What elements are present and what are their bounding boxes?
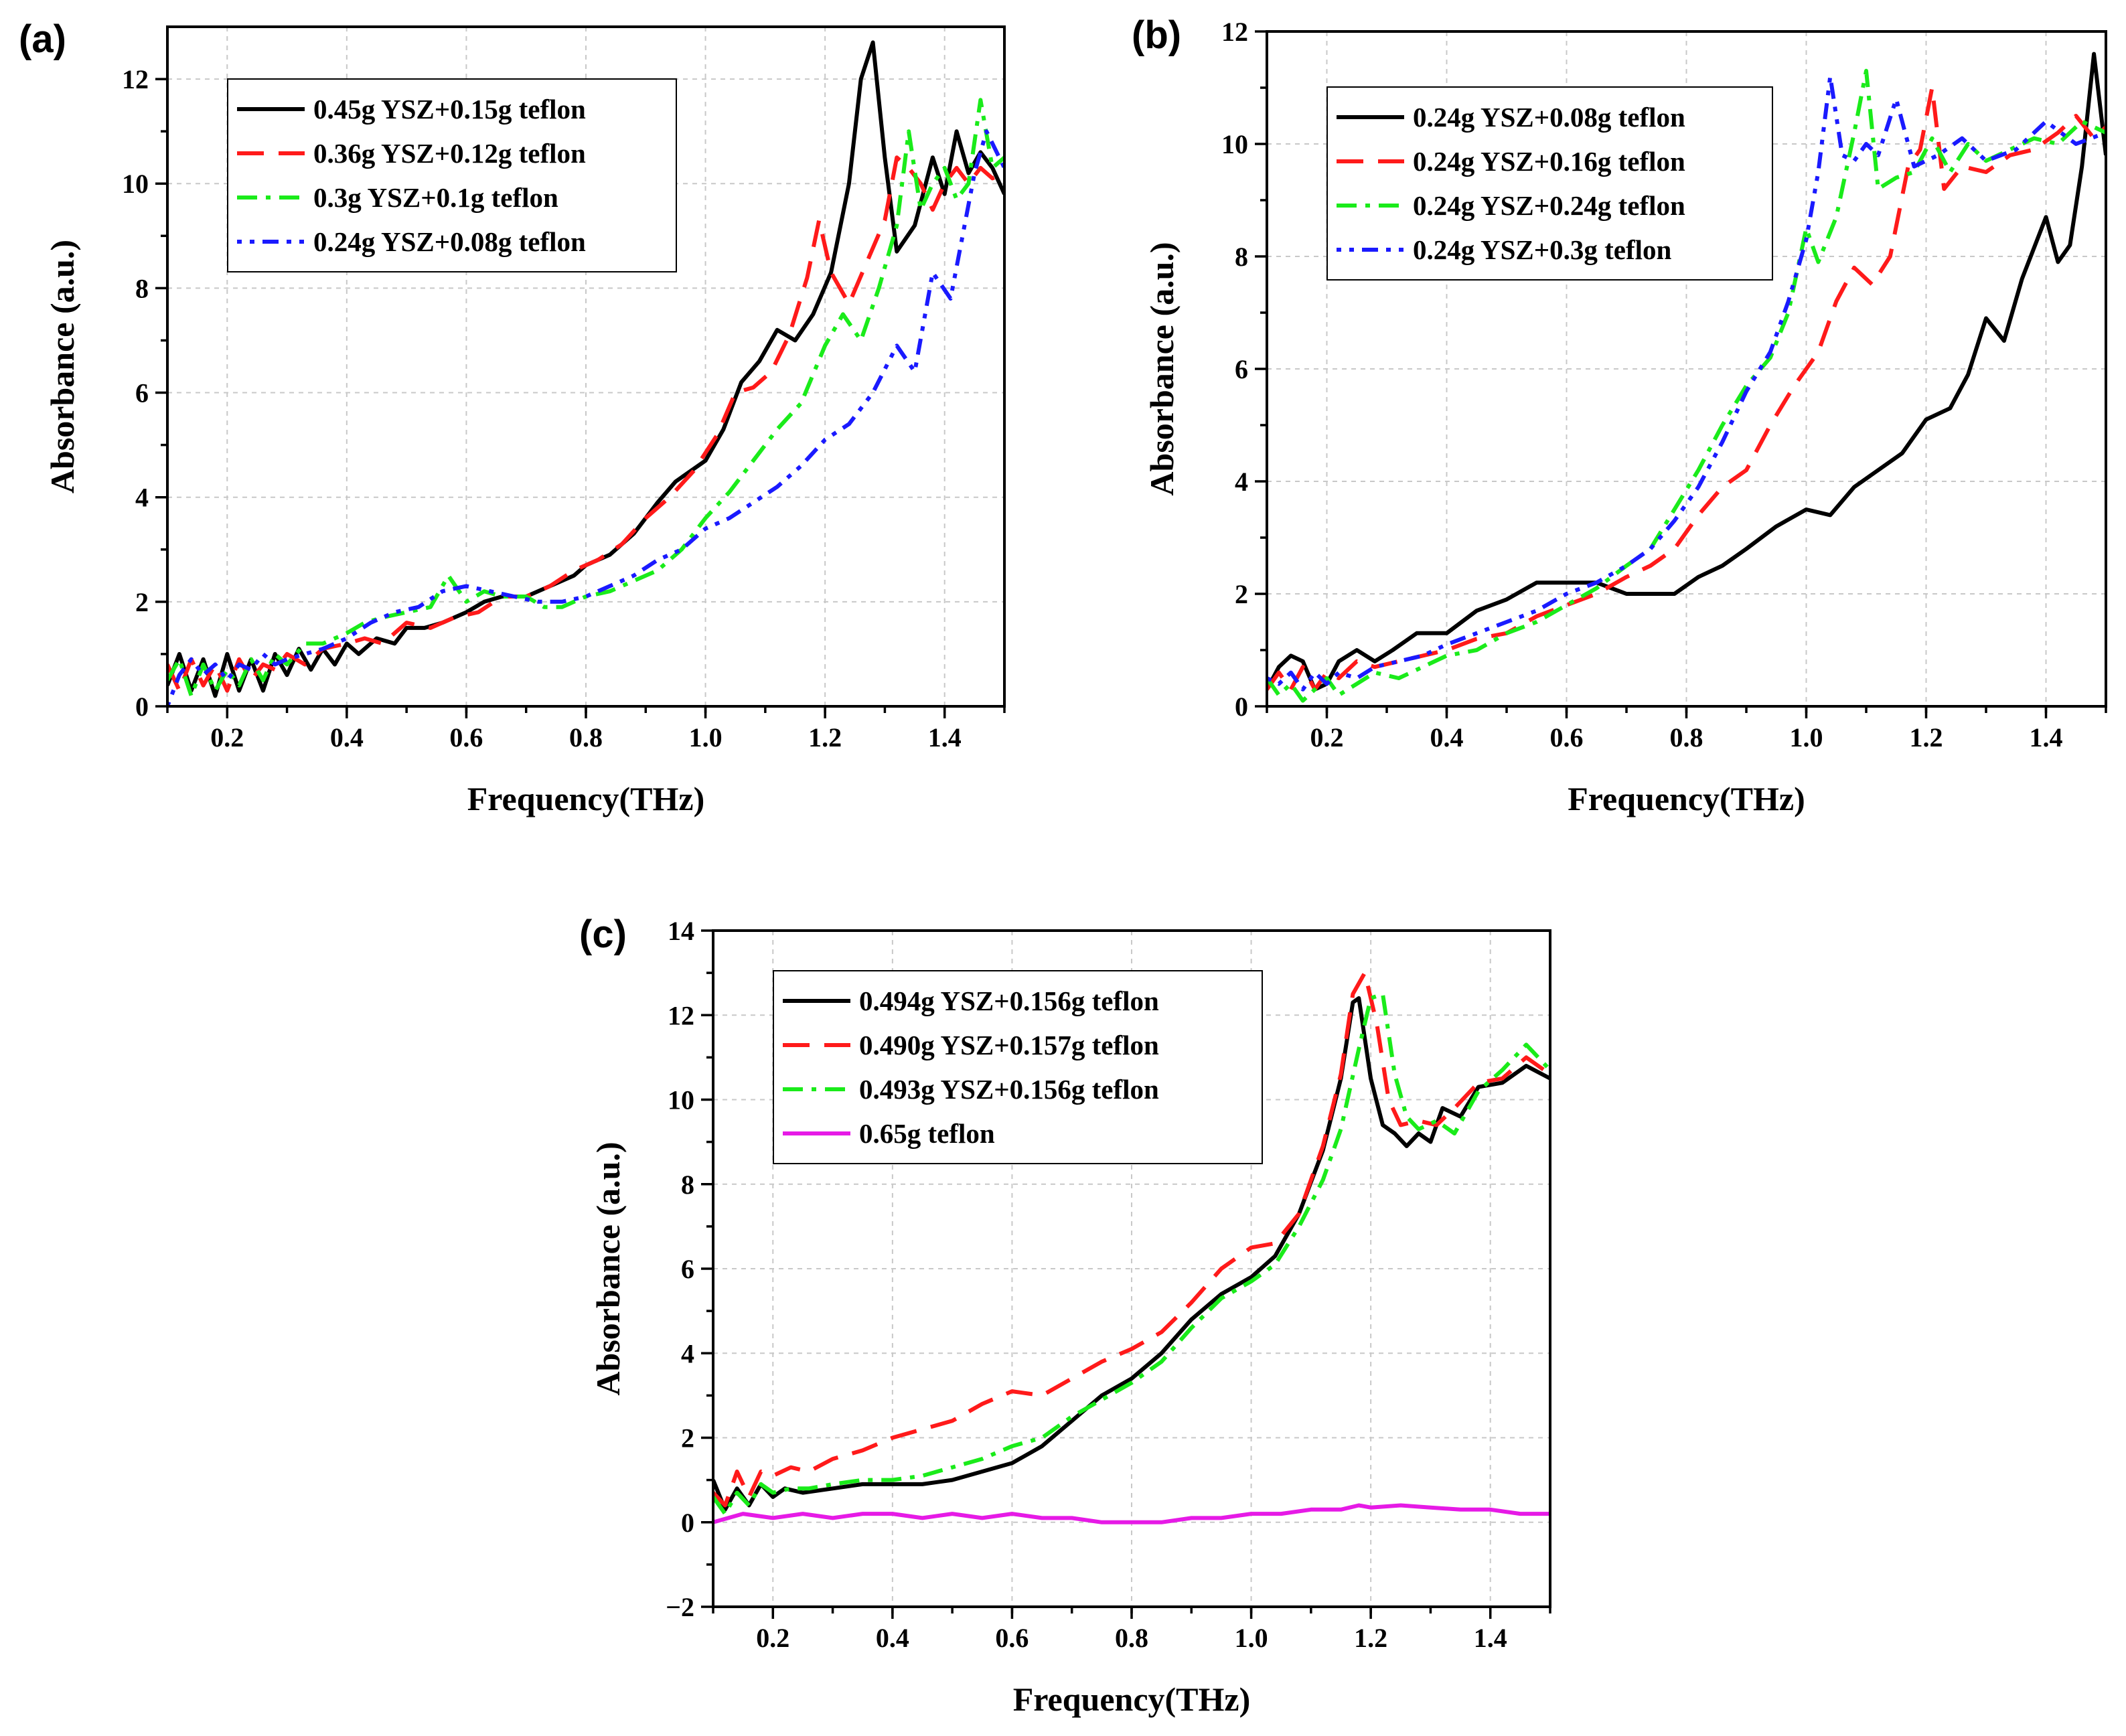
- x-tick-label: 0.8: [1115, 1623, 1148, 1653]
- panel-b: (b) 0.2 0.4 0.6 0.8 1.0 1.2 1.4 0 2 4 6 8 10 12 Frequen…: [1132, 13, 2107, 817]
- x-tick-label: 0.6: [995, 1623, 1029, 1653]
- x-tick-label: 1.4: [2030, 722, 2063, 753]
- y-tick-label: 10: [1221, 129, 1248, 159]
- x-tick-label: 0.2: [1310, 722, 1344, 753]
- y-tick-label: 2: [681, 1423, 694, 1453]
- y-tick-label: 4: [1235, 467, 1248, 497]
- panel-a: (a) 0.2 0.4 0.6 0.8 1.0 1.2 1.4 0 2 4 6 8 10 12 Frequen…: [19, 17, 1006, 817]
- x-tick-label: 0.2: [756, 1623, 789, 1653]
- x-tick-label: 0.4: [876, 1623, 909, 1653]
- y-tick-label: 4: [135, 483, 149, 513]
- legend-label-3: 0.3g YSZ+0.1g teflon: [313, 182, 558, 213]
- x-tick-label: 1.0: [689, 722, 723, 753]
- legend-label-1: 0.494g YSZ+0.156g teflon: [859, 985, 1159, 1016]
- series-line-4: [167, 129, 1004, 706]
- x-tick-label: 1.2: [1354, 1623, 1387, 1653]
- series-line-1: [1267, 52, 2106, 692]
- x-axis-title: Frequency(THz): [467, 780, 705, 817]
- y-tick-label: 0: [1235, 692, 1248, 722]
- x-axis-title: Frequency(THz): [1013, 1680, 1251, 1718]
- series-line-3: [167, 98, 1004, 698]
- y-tick-label: −2: [666, 1592, 694, 1622]
- y-tick-label: 6: [135, 378, 149, 408]
- series-line-1: [713, 996, 1550, 1512]
- series-line-2: [713, 971, 1550, 1508]
- panel-c: (c) 0.2 0.4 0.6 0.8 1.0 1.2 1.4 −2 0 2 4 6 8 10 12 14 Fre…: [579, 913, 1551, 1718]
- series-line-4: [713, 1503, 1550, 1524]
- series-lines: [167, 40, 1004, 706]
- x-tick-label: 0.6: [449, 722, 483, 753]
- series-lines: [1267, 52, 2106, 703]
- y-tick-label: 2: [135, 587, 149, 617]
- x-tick-label: 0.6: [1550, 722, 1584, 753]
- panel-label: (b): [1132, 13, 1181, 57]
- series-lines: [713, 971, 1550, 1524]
- y-tick-label: 12: [122, 64, 149, 94]
- y-tick-label: 6: [1235, 354, 1248, 384]
- x-tick-label: 0.8: [569, 722, 603, 753]
- series-line-3: [713, 992, 1550, 1516]
- series-line-2: [167, 155, 1004, 693]
- legend-label-2: 0.24g YSZ+0.16g teflon: [1413, 146, 1685, 177]
- legend-label-1: 0.45g YSZ+0.15g teflon: [313, 94, 586, 125]
- legend-label-1: 0.24g YSZ+0.08g teflon: [1413, 102, 1685, 133]
- legend-box: [773, 970, 1263, 1164]
- x-tick-label: 0.4: [1430, 722, 1464, 753]
- y-tick-label: 4: [681, 1338, 694, 1368]
- legend-label-2: 0.36g YSZ+0.12g teflon: [313, 138, 586, 169]
- y-axis-title: Absorbance (a.u.): [44, 240, 81, 493]
- y-tick-label: 8: [681, 1170, 694, 1200]
- legend-label-4: 0.24g YSZ+0.3g teflon: [1413, 234, 1671, 265]
- y-tick-label: 8: [135, 273, 149, 303]
- legend-label-4: 0.24g YSZ+0.08g teflon: [313, 226, 586, 257]
- series-line-4: [1267, 74, 2106, 692]
- legend-label-3: 0.493g YSZ+0.156g teflon: [859, 1074, 1159, 1105]
- legend-label-2: 0.490g YSZ+0.157g teflon: [859, 1030, 1159, 1060]
- x-tick-label: 1.0: [1235, 1623, 1268, 1653]
- y-tick-label: 10: [122, 169, 149, 199]
- x-axis-title: Frequency(THz): [1568, 780, 1805, 817]
- y-tick-label: 6: [681, 1254, 694, 1284]
- y-tick-label: 12: [1221, 17, 1248, 47]
- x-tick-label: 0.8: [1670, 722, 1703, 753]
- series-line-2: [1267, 86, 2106, 692]
- y-tick-label: 8: [1235, 242, 1248, 272]
- legend: 0.494g YSZ+0.156g teflon 0.490g YSZ+0.157…: [773, 970, 1263, 1164]
- y-tick-label: 0: [135, 692, 149, 722]
- y-axis-title: Absorbance (a.u.): [589, 1141, 627, 1395]
- y-tick-label: 0: [681, 1508, 694, 1538]
- panel-label: (a): [19, 17, 66, 61]
- y-axis-title: Absorbance (a.u.): [1143, 242, 1181, 495]
- x-tick-label: 1.4: [928, 722, 962, 753]
- x-tick-label: 1.2: [1910, 722, 1943, 753]
- x-tick-label: 0.2: [210, 722, 244, 753]
- legend: 0.24g YSZ+0.08g teflon 0.24g YSZ+0.16g te…: [1326, 86, 1773, 281]
- panel-label: (c): [579, 913, 627, 956]
- x-tick-label: 0.4: [330, 722, 364, 753]
- series-line-3: [1267, 68, 2106, 703]
- y-tick-label: 2: [1235, 579, 1248, 609]
- y-tick-label: 14: [668, 916, 694, 946]
- legend-label-4: 0.65g teflon: [859, 1118, 995, 1149]
- legend: 0.45g YSZ+0.15g teflon 0.36g YSZ+0.12g te…: [227, 78, 677, 272]
- x-tick-label: 1.2: [808, 722, 842, 753]
- x-tick-label: 1.4: [1474, 1623, 1507, 1653]
- y-tick-label: 12: [668, 1000, 694, 1030]
- legend-label-3: 0.24g YSZ+0.24g teflon: [1413, 190, 1685, 221]
- x-tick-label: 1.0: [1790, 722, 1823, 753]
- y-tick-label: 10: [668, 1085, 694, 1115]
